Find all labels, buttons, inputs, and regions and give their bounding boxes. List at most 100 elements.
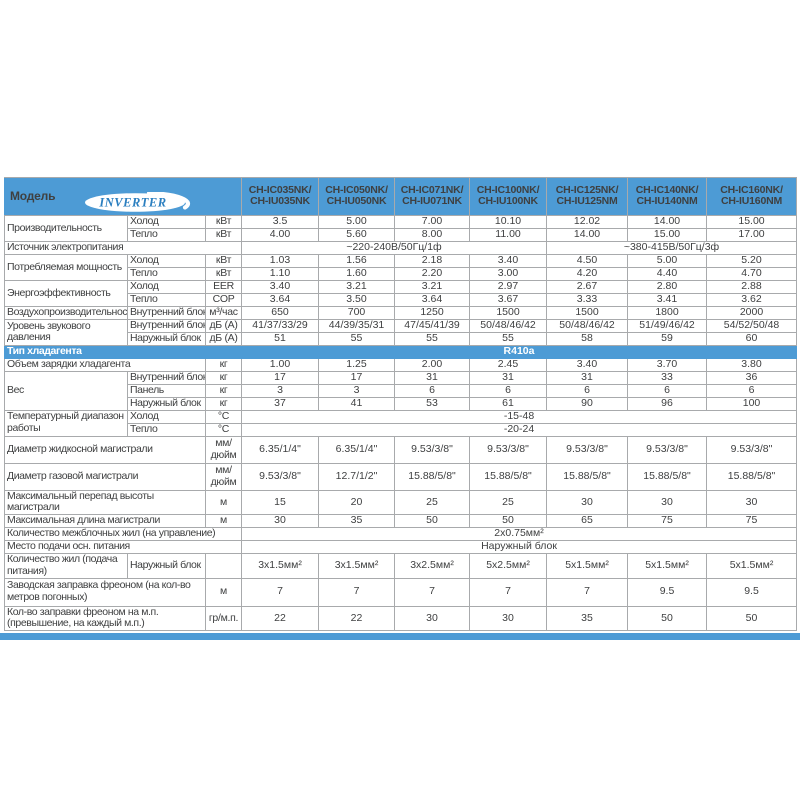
table-row: Заводская заправка фреоном (на кол-во ме… [4,577,798,607]
value-cell: 6 [394,383,471,398]
refrigerant-bar-row: Тип хладагента R410a [3,344,798,359]
value-cell: 55 [318,331,396,346]
table-row: Потребляемая мощность Холод кВт 1.03 1.5… [4,253,798,281]
value-cell: 17 [318,370,396,385]
row-unit: кВт [204,266,243,281]
value-cell: 50 [394,514,471,529]
value-cell: -20-24 [241,422,798,437]
value-cell: 7 [546,577,629,607]
value-cell: 3.41 [627,292,708,307]
value-cell: 3.33 [546,292,629,307]
value-cell: 3.80 [706,357,798,372]
value-cell: 15.00 [706,214,798,229]
value-cell: 2.20 [394,266,471,281]
value-cell: 9.53/3/8" [627,435,708,464]
value-cell: 5.60 [318,227,396,242]
table-row: Объем зарядки хладагента кг 1.00 1.25 2.… [4,357,798,372]
value-cell: ~380-415В/50Гц/3ф [546,240,798,255]
value-cell: 7 [469,577,548,607]
row-unit: кВт [204,214,243,229]
model-column-header: CH-IC140NK/ CH-IU140NM [627,177,708,216]
row-unit: кг [204,383,243,398]
row-unit: °С [204,409,243,424]
value-cell: Наружный блок [241,540,798,555]
value-cell: 54/52/50/48 [706,318,798,333]
row-unit: мм/ дюйм [204,462,243,491]
row-label: Заводская заправка фреоном (на кол-во ме… [4,577,206,607]
value-cell: 15.88/5/8" [546,462,629,491]
value-cell: 9.53/3/8" [546,435,629,464]
value-cell: 50 [469,514,548,529]
row-label: Потребляемая мощность [4,253,128,281]
value-cell: 100 [706,396,798,411]
inverter-logo-text: INVERTER [98,195,166,209]
table-row: Диаметр газовой магистрали мм/ дюйм 9.53… [4,462,798,491]
value-cell: 3.40 [241,279,320,294]
value-cell: 22 [318,605,396,632]
row-unit: °С [204,422,243,437]
value-cell: 50 [627,605,708,632]
value-cell: 15.88/5/8" [469,462,548,491]
value-cell: 5.20 [706,253,798,268]
value-cell: 31 [546,370,629,385]
value-cell: 9.53/3/8" [241,462,320,491]
row-unit: мм/ дюйм [204,435,243,464]
value-cell: 9.5 [706,577,798,607]
table-row: Наружный блок дБ (А) 51 55 55 55 58 59 6… [5,331,798,346]
model-column-header: CH-IC160NK/ CH-IU160NM [706,177,798,216]
value-cell: 4.40 [627,266,708,281]
row-unit: м [204,577,243,607]
table-row: Диаметр жидкосной магистрали мм/ дюйм 6.… [4,435,798,464]
value-cell: 30 [706,489,798,516]
value-cell: 2.80 [627,279,708,294]
value-cell: 50 [706,605,798,632]
value-cell: 6.35/1/4" [241,435,320,464]
value-cell: 20 [318,489,396,516]
value-cell: 3.67 [469,292,548,307]
table-row: Воздухопроизводительность Внутренний бло… [4,305,798,320]
value-cell: 2х0.75мм² [241,527,798,542]
row-label: Воздухопроизводительность [4,305,128,320]
row-unit: кВт [204,253,243,268]
value-cell: 59 [627,331,708,346]
row-sublabel: Холод [127,409,206,424]
value-cell: 5.00 [318,214,396,229]
value-cell: 3.21 [394,279,471,294]
value-cell: 2.45 [469,357,548,372]
value-cell: 3.50 [318,292,396,307]
value-cell: 14.00 [627,214,708,229]
row-label: Максимальный перепад высоты магистрали [4,489,206,516]
value-cell: 2.88 [706,279,798,294]
row-sublabel: Внутренний блок [127,305,206,320]
value-cell: 3.5 [241,214,320,229]
row-label: Объем зарядки хладагента [4,357,206,372]
row-unit: кВт [204,227,243,242]
value-cell: 31 [394,370,471,385]
table-row: Температурный диапазон работы Холод °С -… [4,409,798,437]
table-row: Энергоэффективность Холод EER 3.40 3.21 … [4,279,798,307]
value-cell: 60 [706,331,798,346]
value-cell: 9.53/3/8" [394,435,471,464]
table-row: Максимальная длина магистрали м 30 35 50… [4,514,798,529]
value-cell: 50/48/46/42 [546,318,629,333]
value-cell: 31 [469,370,548,385]
row-unit: дБ (А) [204,318,243,333]
value-cell: 30 [241,514,320,529]
value-cell: 30 [546,489,629,516]
table-row: Тепло COP 3.64 3.50 3.64 3.67 3.33 3.41 … [5,292,798,307]
table-row: Количество жил (подача питания) Наружный… [4,553,798,579]
value-cell: 2000 [706,305,798,320]
row-sublabel: Внутренний блок [127,318,206,333]
value-cell: 10.10 [469,214,548,229]
value-cell: 3 [241,383,320,398]
value-cell: 650 [241,305,320,320]
value-cell: 75 [627,514,708,529]
value-cell: 5х1.5мм² [706,553,798,579]
value-cell: 15 [241,489,320,516]
value-cell: 15.00 [627,227,708,242]
value-cell: 3 [318,383,396,398]
value-cell: 17.00 [706,227,798,242]
value-cell: 15.88/5/8" [394,462,471,491]
value-cell: 3.40 [469,253,548,268]
